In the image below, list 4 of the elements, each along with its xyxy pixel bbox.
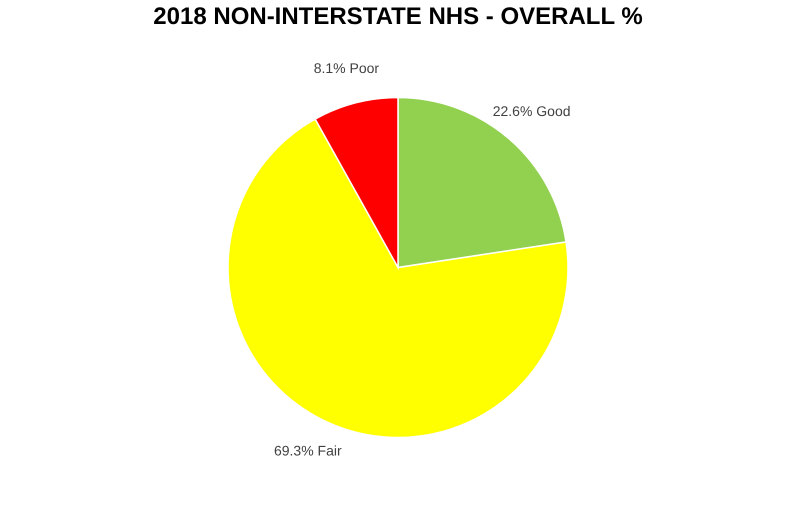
chart-title: 2018 NON-INTERSTATE NHS - OVERALL % xyxy=(153,3,643,30)
slice-label: 69.3% Fair xyxy=(274,442,342,459)
slice-label: 22.6% Good xyxy=(492,103,571,120)
slice-label: 8.1% Poor xyxy=(314,60,380,76)
